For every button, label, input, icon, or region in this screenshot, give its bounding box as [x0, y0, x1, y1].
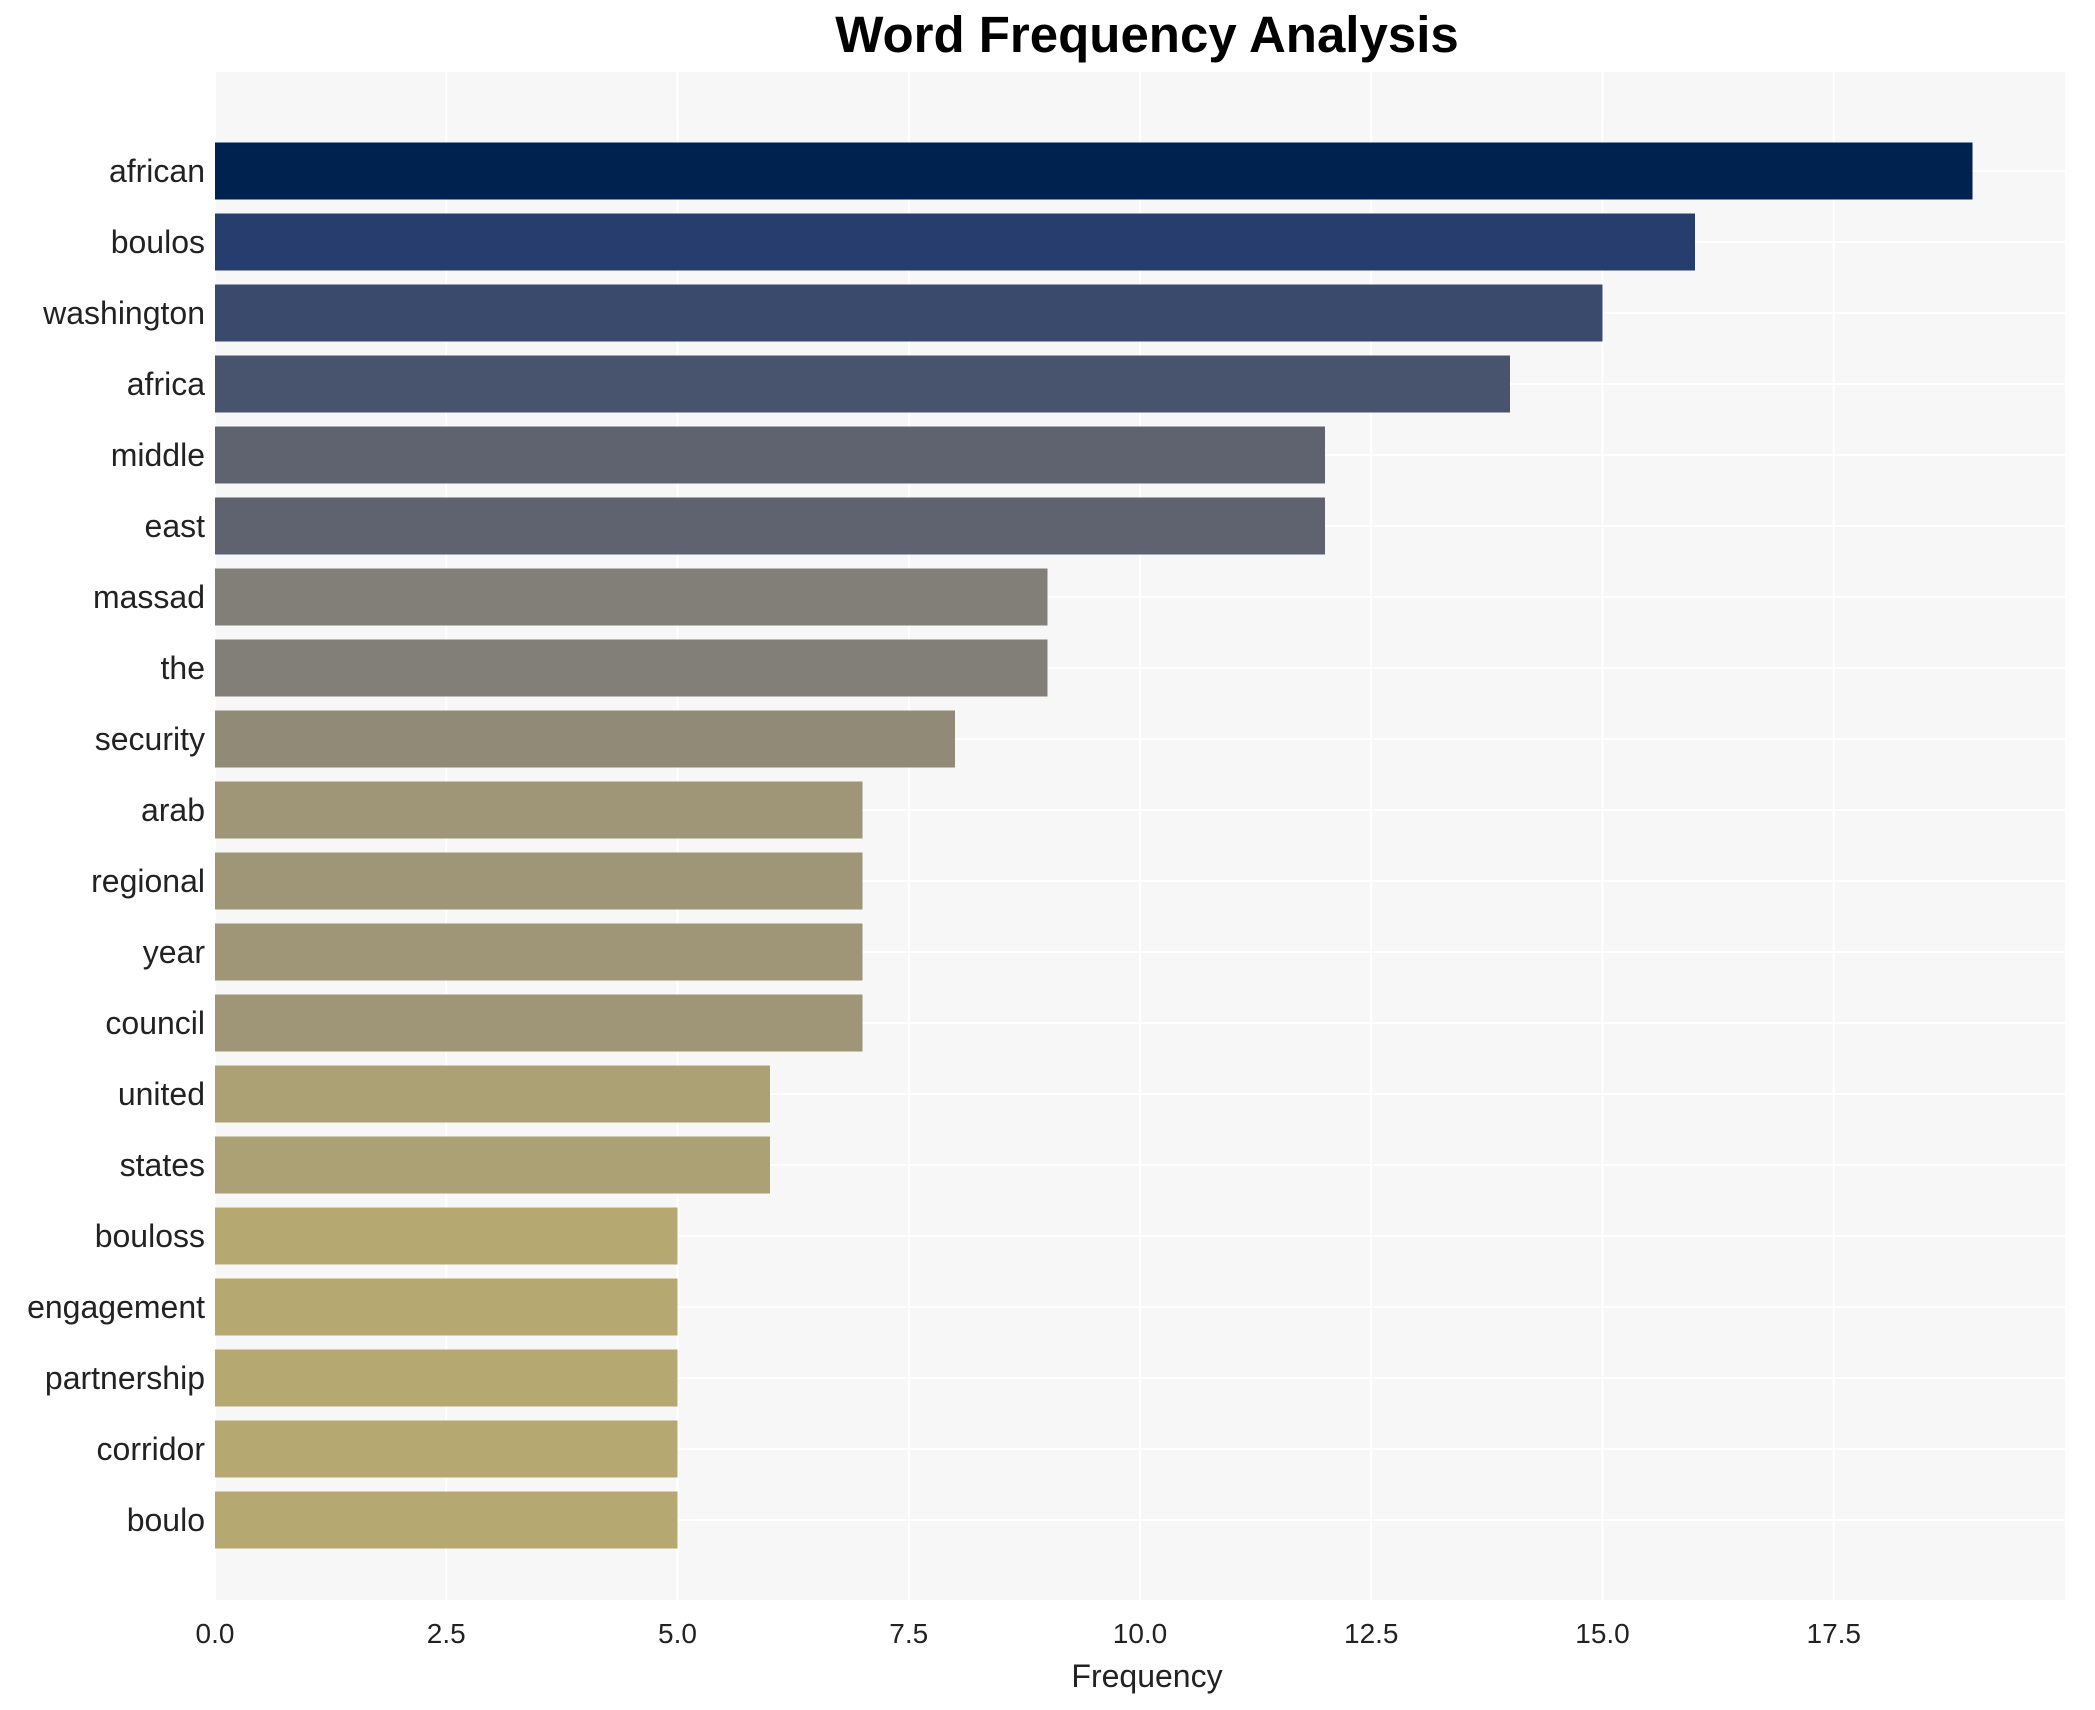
y-tick-label: boulo: [127, 1502, 205, 1538]
x-tick-label: 10.0: [1113, 1618, 1168, 1649]
y-tick-labels: african boulos washington africa middle east m…: [27, 153, 205, 1538]
y-tick-label: washington: [42, 295, 205, 331]
y-tick-label: the: [161, 650, 205, 686]
bar-the: [215, 639, 1048, 697]
y-tick-label: united: [118, 1076, 205, 1112]
bars: [215, 142, 1973, 1549]
y-tick-label: security: [95, 721, 205, 757]
y-tick-label: partnership: [45, 1360, 205, 1396]
y-tick-label: council: [105, 1005, 205, 1041]
x-axis-label: Frequency: [1071, 1658, 1222, 1694]
y-tick-label: middle: [111, 437, 205, 473]
x-tick-label: 0.0: [196, 1618, 235, 1649]
x-tick-label: 15.0: [1575, 1618, 1630, 1649]
x-tick-label: 5.0: [658, 1618, 697, 1649]
bar-african: [215, 142, 1973, 200]
bar-states: [215, 1136, 770, 1194]
x-tick-label: 7.5: [889, 1618, 928, 1649]
bar-regional: [215, 852, 863, 910]
bar-partnership: [215, 1349, 678, 1407]
y-tick-label: corridor: [97, 1431, 206, 1467]
bar-east: [215, 497, 1325, 555]
x-tick-label: 2.5: [427, 1618, 466, 1649]
chart-title: Word Frequency Analysis: [835, 6, 1459, 63]
y-tick-label: year: [143, 934, 206, 970]
bar-corridor: [215, 1420, 678, 1478]
y-tick-label: bouloss: [95, 1218, 205, 1254]
x-tick-label: 12.5: [1344, 1618, 1399, 1649]
bar-engagement: [215, 1278, 678, 1336]
bar-boulos: [215, 213, 1695, 271]
y-tick-label: states: [120, 1147, 205, 1183]
bar-africa: [215, 355, 1510, 413]
bar-security: [215, 710, 955, 768]
bar-united: [215, 1065, 770, 1123]
y-tick-label: african: [109, 153, 205, 189]
y-tick-label: east: [145, 508, 206, 544]
x-tick-labels: 0.0 2.5 5.0 7.5 10.0 12.5 15.0 17.5: [196, 1618, 1861, 1649]
y-tick-label: regional: [91, 863, 205, 899]
y-tick-label: engagement: [27, 1289, 205, 1325]
bar-washington: [215, 284, 1603, 342]
bar-council: [215, 994, 863, 1052]
bar-bouloss: [215, 1207, 678, 1265]
x-tick-label: 17.5: [1807, 1618, 1862, 1649]
bar-arab: [215, 781, 863, 839]
bar-middle: [215, 426, 1325, 484]
bar-massad: [215, 568, 1048, 626]
bar-boulo: [215, 1491, 678, 1549]
y-tick-label: arab: [141, 792, 205, 828]
bar-year: [215, 923, 863, 981]
y-tick-label: boulos: [111, 224, 205, 260]
y-tick-label: africa: [127, 366, 205, 402]
y-tick-label: massad: [93, 579, 205, 615]
